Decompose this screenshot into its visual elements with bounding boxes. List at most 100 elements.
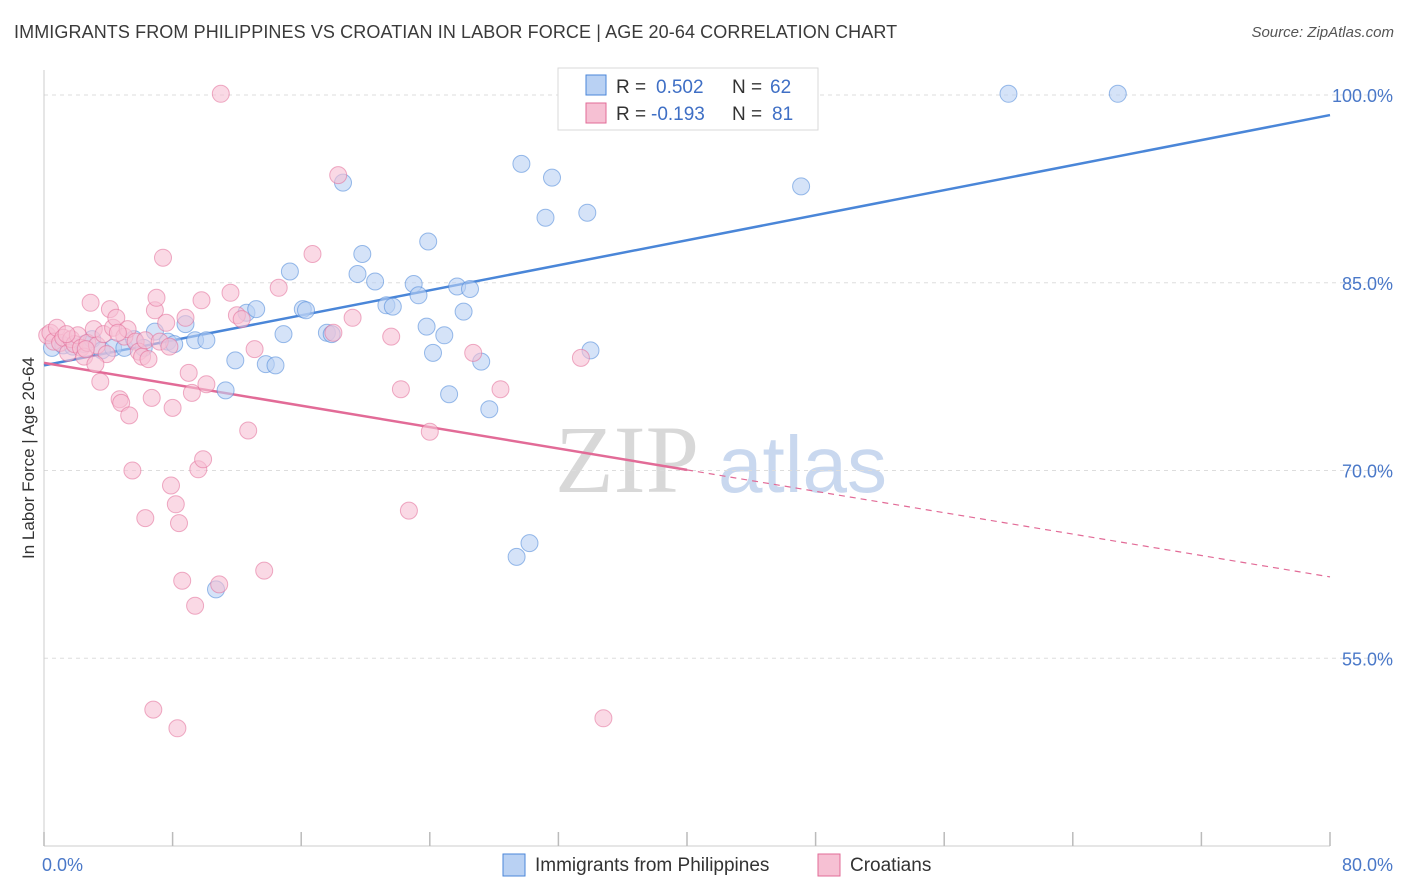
croatians-point-60	[269, 278, 288, 297]
croatians-point-45	[176, 308, 195, 327]
philippines-trend-line	[43, 113, 1331, 367]
croatians-point-67	[399, 501, 418, 520]
legend-r-value-blue: 0.502	[656, 77, 704, 98]
croatians-trend-line-extension	[686, 469, 1331, 578]
philippines-point-15	[197, 331, 216, 350]
series-legend: Immigrants from Philippines Croatians	[502, 853, 931, 877]
croatians-point-33	[142, 388, 161, 407]
axes	[43, 70, 1331, 847]
philippines-point-47	[507, 547, 526, 566]
croatians-point-76	[136, 509, 155, 528]
croatians-point-74	[168, 719, 187, 738]
philippines-point-50	[543, 168, 561, 187]
legend-r-value-pink: -0.193	[651, 104, 705, 125]
philippines-point-37	[417, 317, 436, 336]
data-points	[38, 84, 1127, 738]
x-tick-label-0: 0.0%	[42, 855, 83, 875]
y-tick-label-3: 100.0%	[1332, 86, 1393, 106]
tick-labels: 55.0% 70.0% 85.0% 100.0% 0.0% 80.0%	[42, 86, 1393, 875]
philippines-point-44	[454, 302, 473, 321]
philippines-point-16	[216, 381, 235, 400]
bottom-legend-swatch-blue	[502, 853, 526, 877]
croatians-point-66	[391, 380, 410, 399]
croatians-point-80	[57, 325, 76, 344]
croatians-point-46	[179, 363, 198, 382]
x-tick-label-1: 80.0%	[1342, 855, 1393, 875]
philippines-point-49	[512, 154, 531, 173]
croatians-point-77	[108, 323, 127, 342]
croatians-point-69	[464, 343, 483, 362]
croatians-point-53	[211, 84, 230, 103]
philippines-point-36	[409, 286, 428, 305]
croatians-point-70	[491, 380, 510, 399]
philippines-point-23	[274, 325, 293, 344]
croatians-point-65	[382, 327, 401, 346]
philippines-point-52	[578, 203, 597, 222]
croatians-point-18	[97, 345, 116, 364]
croatians-point-57	[239, 421, 258, 440]
philippines-point-51	[536, 208, 555, 227]
source-credit: Source: ZipAtlas.com	[1251, 24, 1394, 41]
philippines-point-20	[247, 300, 266, 319]
croatians-point-73	[144, 700, 163, 719]
y-tick-label-2: 85.0%	[1342, 274, 1393, 294]
legend-n-label-pink: N =	[732, 104, 762, 125]
philippines-point-41	[440, 385, 459, 404]
philippines-point-34	[383, 297, 402, 316]
bottom-legend-label-blue: Immigrants from Philippines	[535, 855, 769, 876]
croatians-point-37	[154, 248, 172, 267]
croatians-point-78	[86, 355, 105, 374]
croatians-point-40	[162, 476, 180, 495]
croatians-point-13	[81, 293, 100, 312]
bottom-legend-swatch-pink	[817, 853, 841, 877]
philippines-point-30	[348, 265, 367, 283]
legend-n-value-pink: 81	[772, 104, 793, 125]
philippines-point-22	[266, 356, 285, 375]
y-tick-label-0: 55.0%	[1342, 649, 1393, 669]
philippines-point-46	[480, 400, 499, 419]
croatians-point-39	[160, 337, 179, 356]
philippines-point-31	[353, 245, 372, 263]
croatians-trend-line	[43, 361, 688, 472]
croatians-point-35	[147, 288, 166, 307]
croatians-point-61	[303, 245, 322, 263]
croatians-point-32	[139, 350, 158, 369]
croatians-point-48	[186, 596, 205, 615]
bottom-legend-label-pink: Croatians	[850, 855, 931, 876]
croatians-point-47	[182, 383, 201, 402]
philippines-point-48	[520, 534, 539, 553]
croatians-point-16	[91, 372, 110, 391]
croatians-point-79	[76, 340, 95, 359]
philippines-point-24	[280, 262, 299, 281]
philippines-point-39	[424, 343, 442, 362]
croatians-point-44	[173, 571, 192, 590]
philippines-point-40	[435, 326, 454, 345]
croatians-point-64	[343, 308, 362, 327]
legend-n-label-blue: N =	[732, 77, 762, 98]
croatians-point-71	[571, 348, 590, 367]
philippines-point-18	[226, 351, 245, 370]
y-tick-label-1: 70.0%	[1342, 462, 1393, 482]
croatians-point-59	[255, 561, 274, 580]
trend-lines	[43, 113, 1331, 578]
chart-title: IMMIGRANTS FROM PHILIPPINES VS CROATIAN …	[14, 22, 898, 42]
philippines-point-32	[366, 272, 385, 291]
legend-swatch-pink	[585, 102, 607, 124]
croatians-point-56	[232, 310, 251, 329]
legend-n-value-blue: 62	[770, 77, 791, 98]
philippines-point-55	[999, 84, 1018, 103]
croatians-point-38	[157, 313, 176, 332]
croatians-point-50	[192, 291, 211, 310]
grid-lines	[44, 94, 1394, 659]
croatians-point-26	[120, 406, 139, 425]
croatians-point-68	[420, 422, 439, 441]
philippines-point-38	[419, 232, 438, 251]
legend-r-label-pink: R =	[616, 104, 646, 125]
croatians-point-27	[123, 461, 142, 480]
philippines-point-26	[297, 301, 315, 320]
y-axis-label: In Labor Force | Age 20-64	[19, 357, 38, 559]
croatians-point-63	[329, 166, 348, 185]
watermark-atlas: atlas	[718, 420, 887, 509]
croatians-point-72	[594, 709, 613, 728]
